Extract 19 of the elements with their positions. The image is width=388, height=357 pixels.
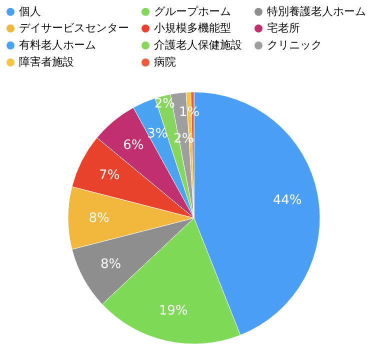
data-label: 8% xyxy=(100,256,122,272)
data-label: 2% xyxy=(174,132,194,147)
data-label: 44% xyxy=(272,193,302,208)
legend-label: グループホーム xyxy=(154,4,231,18)
data-label: 8% xyxy=(88,211,110,226)
legend-label: 有料老人ホーム xyxy=(19,38,96,52)
legend-label: 小規模多機能型 xyxy=(154,22,231,34)
legend-label: 病院 xyxy=(154,56,176,68)
data-label: 6% xyxy=(123,138,144,153)
legend-label: 宅老所 xyxy=(267,22,300,34)
legend-label: 介護老人保健施設 xyxy=(154,38,242,52)
legend-label: 障害者施設 xyxy=(19,56,74,68)
data-label: 1% xyxy=(179,105,200,120)
legend-label: デイサービスセンター xyxy=(19,22,129,34)
legend-label: 特別養護老人ホーム xyxy=(267,4,366,18)
data-label: 7% xyxy=(99,168,120,183)
legend-label: クリニック xyxy=(267,38,322,52)
data-label: 19% xyxy=(158,304,188,319)
legend-label: 個人 xyxy=(19,4,41,18)
